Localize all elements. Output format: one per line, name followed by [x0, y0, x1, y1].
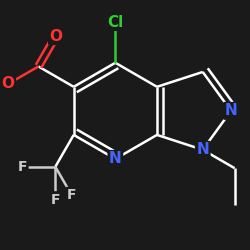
Text: O: O [2, 76, 15, 92]
Text: N: N [196, 142, 209, 157]
Text: Cl: Cl [107, 14, 124, 30]
Text: F: F [18, 160, 27, 174]
Text: O: O [50, 28, 62, 44]
Text: F: F [67, 188, 76, 202]
Text: F: F [50, 192, 60, 206]
Text: N: N [109, 152, 122, 166]
Text: N: N [224, 103, 237, 118]
